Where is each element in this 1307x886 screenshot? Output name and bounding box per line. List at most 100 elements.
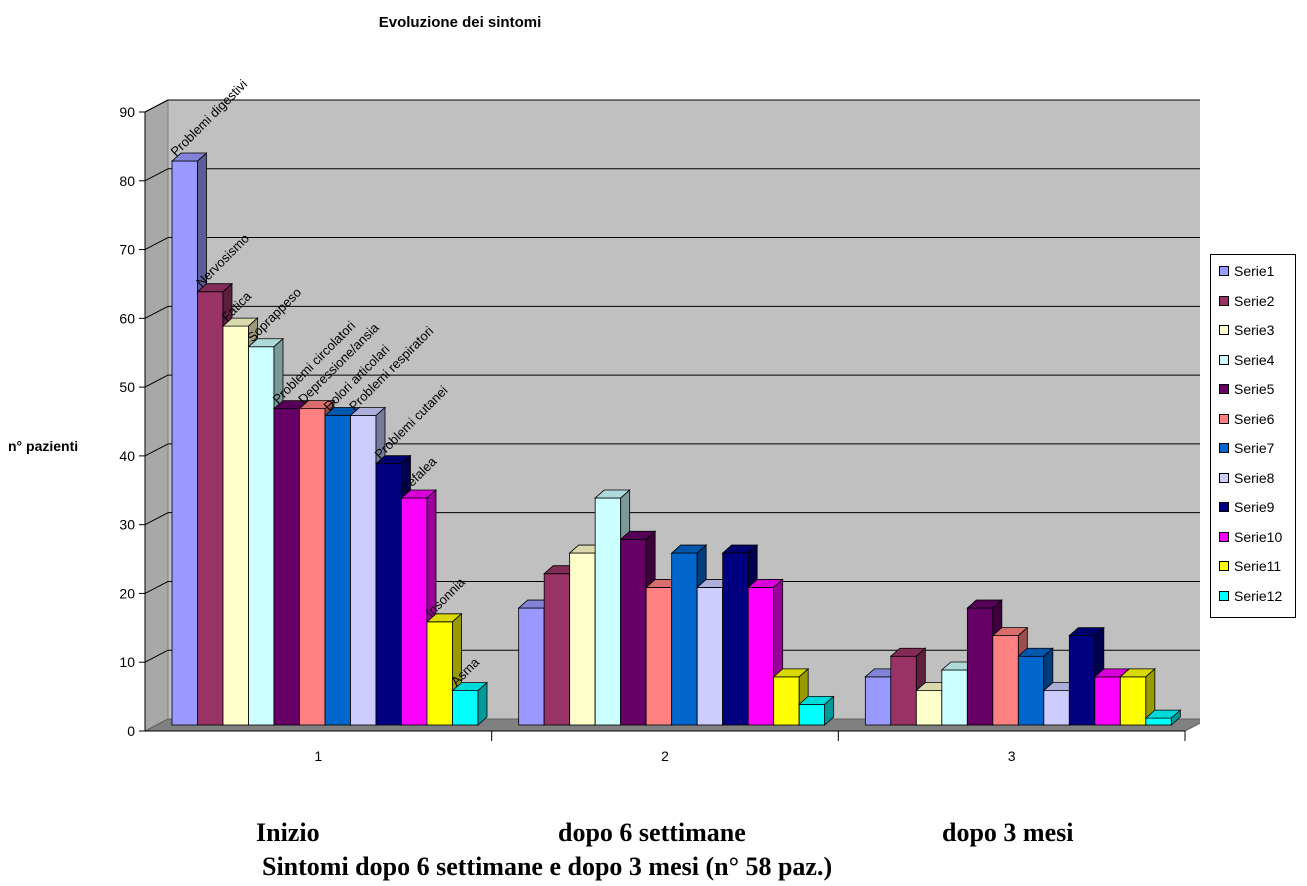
gridline-side — [144, 649, 169, 663]
legend-label: Serie2 — [1234, 292, 1275, 309]
bar-serie8-cat3 — [1043, 690, 1070, 726]
bar-serie3-cat3 — [915, 690, 943, 726]
legend-item-serie12: Serie12 — [1219, 587, 1282, 605]
legend-item-serie1: Serie1 — [1219, 262, 1274, 280]
bar-serie2-cat3 — [890, 655, 917, 726]
legend-swatch — [1219, 354, 1229, 365]
bar-serie4-cat2 — [594, 497, 622, 726]
y-tick-label: 40 — [119, 448, 135, 464]
gridline-side — [144, 168, 169, 182]
bar-serie8-cat1 — [350, 415, 377, 726]
gridline-side — [144, 305, 169, 319]
legend-swatch — [1219, 443, 1229, 453]
x-tick-label: 3 — [1008, 748, 1016, 764]
legend-item-serie2: Serie2 — [1219, 292, 1274, 310]
legend-label: Serie12 — [1234, 587, 1283, 604]
legend-label: Serie4 — [1234, 351, 1275, 368]
y-tick-label: 20 — [119, 585, 135, 601]
legend-item-serie5: Serie5 — [1219, 380, 1274, 398]
bar-side-serie12-cat3 — [1170, 709, 1181, 726]
legend-swatch — [1219, 502, 1229, 512]
bar-serie11-cat2 — [773, 676, 800, 726]
legend-swatch — [1219, 266, 1229, 276]
bar-side-serie12-cat1 — [477, 681, 488, 726]
legend-swatch — [1219, 561, 1229, 571]
bar-serie8-cat2 — [696, 587, 724, 726]
x-tick-label: 2 — [661, 748, 669, 764]
y-axis-label: n° pazienti — [8, 438, 79, 454]
legend-label: Serie10 — [1234, 528, 1283, 545]
bar-serie12-cat2 — [798, 703, 826, 726]
legend-label: Serie1 — [1234, 263, 1275, 279]
legend-item-serie9: Serie9 — [1219, 498, 1274, 516]
bar-serie12-cat3 — [1145, 717, 1172, 726]
legend-swatch — [1219, 325, 1229, 335]
bar-serie2-cat2 — [543, 573, 571, 726]
x-tick-label: 1 — [314, 748, 322, 764]
legend-item-serie8: Serie8 — [1219, 469, 1274, 487]
caption-phase-inizio: Inizio — [256, 818, 320, 847]
plot-side-wall — [144, 99, 169, 732]
y-tick-label: 0 — [127, 723, 135, 739]
bar-serie7-cat2 — [671, 552, 698, 726]
legend-item-serie10: Serie10 — [1219, 528, 1282, 546]
chart-title: Evoluzione dei sintomi — [378, 14, 542, 31]
bar-serie5-cat2 — [620, 538, 647, 726]
bar-serie4-cat1 — [248, 346, 275, 726]
legend-swatch — [1219, 472, 1229, 483]
bar-serie5-cat1 — [273, 408, 300, 726]
caption-phase-3-mesi: dopo 3 mesi — [942, 818, 1074, 847]
bar-serie6-cat2 — [645, 587, 673, 726]
bar-serie5-cat3 — [966, 607, 994, 726]
gridline-side — [144, 99, 169, 113]
bar-serie4-cat3 — [941, 669, 968, 726]
y-tick-label: 70 — [119, 242, 135, 258]
bar-serie7-cat3 — [1017, 655, 1045, 726]
bar-serie6-cat1 — [299, 408, 326, 726]
legend-label: Serie5 — [1234, 381, 1275, 397]
legend-swatch — [1219, 531, 1229, 542]
bar-side-serie12-cat2 — [824, 695, 835, 726]
bar-serie12-cat1 — [452, 690, 479, 726]
bar-serie11-cat1 — [426, 621, 453, 726]
legend: Serie1 Serie2 Serie3 Serie4 Serie5 Serie6 Seri… — [1210, 254, 1296, 618]
bar-serie3-cat1 — [222, 325, 249, 726]
gridline-side — [144, 443, 169, 457]
legend-item-serie4: Serie4 — [1219, 351, 1274, 369]
y-tick-label: 50 — [119, 379, 135, 395]
y-tick-label: 80 — [119, 173, 135, 189]
bar-serie10-cat3 — [1094, 676, 1121, 726]
legend-item-serie3: Serie3 — [1219, 321, 1274, 339]
legend-label: Serie11 — [1234, 558, 1282, 574]
bar-serie1-cat2 — [518, 607, 545, 726]
y-tick-label: 10 — [119, 654, 135, 670]
legend-swatch — [1219, 384, 1229, 394]
legend-label: Serie7 — [1234, 440, 1275, 456]
legend-item-serie7: Serie7 — [1219, 439, 1274, 457]
legend-label: Serie8 — [1234, 469, 1275, 486]
caption-phase-6-settimane: dopo 6 settimane — [558, 818, 746, 847]
chart-subtitle: Sintomi dopo 6 settimane e dopo 3 mesi (… — [262, 852, 833, 881]
legend-item-serie6: Serie6 — [1219, 410, 1274, 428]
y-tick-label: 30 — [119, 517, 135, 533]
legend-swatch — [1219, 590, 1229, 601]
gridline-side — [144, 237, 169, 250]
bar-serie9-cat3 — [1068, 635, 1096, 726]
y-tick-label: 60 — [119, 310, 135, 326]
legend-label: Serie3 — [1234, 322, 1275, 338]
bar-serie2-cat1 — [197, 291, 224, 726]
y-tick-label: 90 — [119, 104, 135, 120]
bar-serie1-cat3 — [864, 676, 892, 726]
gridline-side — [144, 374, 169, 388]
legend-item-serie11: Serie11 — [1219, 557, 1281, 575]
bar-serie10-cat1 — [401, 497, 428, 726]
legend-swatch — [1219, 413, 1229, 424]
gridline-side — [144, 581, 169, 594]
bar-serie9-cat2 — [722, 552, 749, 726]
legend-label: Serie6 — [1234, 410, 1275, 427]
bar-serie1-cat1 — [171, 160, 198, 726]
bar-serie9-cat1 — [375, 463, 402, 726]
gridline-side — [144, 512, 169, 526]
bar-serie6-cat3 — [992, 635, 1019, 726]
